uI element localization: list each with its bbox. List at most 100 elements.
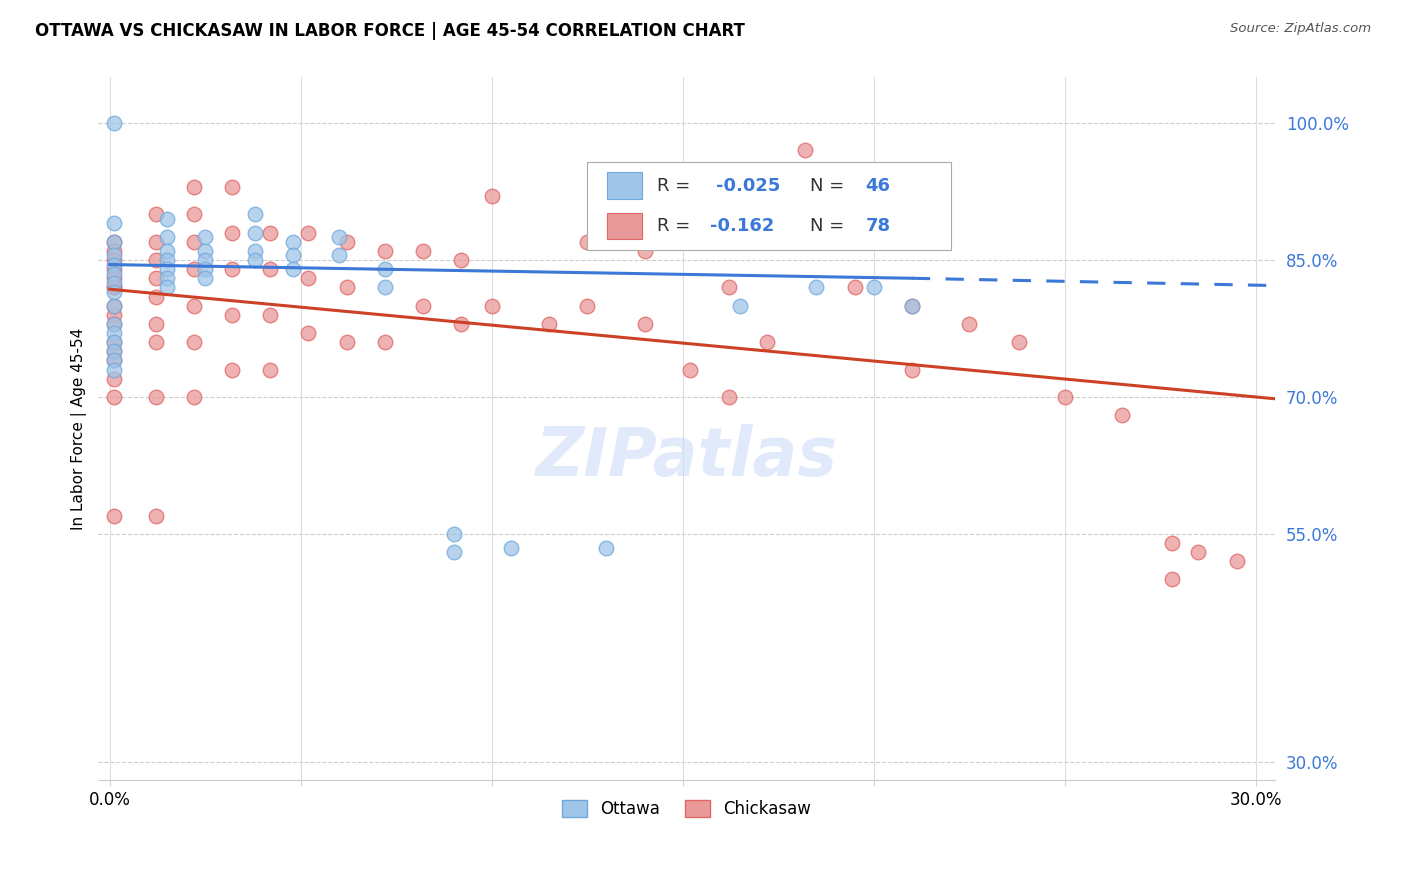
Point (156, 280, 179, 294)
Point (194, 244, 217, 258)
Point (156, 211, 179, 226)
Point (103, 285, 125, 299)
Point (481, 299, 503, 313)
Bar (606, 172, 641, 199)
Point (499, 541, 522, 555)
Bar (606, 212, 641, 239)
Point (103, 267, 125, 281)
Text: N =: N = (810, 177, 851, 194)
Text: -0.025: -0.025 (716, 177, 780, 194)
Point (103, 258, 125, 272)
Point (595, 541, 617, 555)
Point (259, 226, 281, 240)
Point (183, 207, 205, 221)
Point (1053, 390, 1076, 404)
Point (336, 235, 359, 249)
Text: OTTAWA VS CHICKASAW IN LABOR FORCE | AGE 45-54 CORRELATION CHART: OTTAWA VS CHICKASAW IN LABOR FORCE | AGE… (35, 22, 745, 40)
Point (901, 299, 924, 313)
Point (103, 217, 125, 231)
Point (103, 353, 125, 368)
Point (328, 230, 350, 244)
Point (374, 262, 396, 277)
Point (755, 335, 778, 350)
Text: -0.162: -0.162 (710, 217, 775, 235)
Text: 46: 46 (865, 177, 890, 194)
Point (1160, 573, 1182, 587)
Point (145, 335, 167, 350)
Point (281, 235, 304, 249)
Point (576, 235, 599, 249)
Point (103, 308, 125, 322)
Point (336, 280, 359, 294)
Point (183, 235, 205, 249)
Point (103, 280, 125, 294)
Point (103, 235, 125, 249)
Point (221, 180, 243, 194)
Point (103, 235, 125, 249)
Point (156, 252, 179, 267)
Point (412, 299, 434, 313)
Point (103, 317, 125, 331)
Point (221, 308, 243, 322)
Point (728, 299, 751, 313)
Point (243, 244, 266, 258)
Point (103, 372, 125, 386)
Text: Source: ZipAtlas.com: Source: ZipAtlas.com (1230, 22, 1371, 36)
Point (633, 244, 655, 258)
Text: ZIPatlas: ZIPatlas (536, 424, 838, 490)
Point (145, 289, 167, 303)
Point (221, 226, 243, 240)
Point (156, 230, 179, 244)
Point (957, 317, 980, 331)
Point (145, 207, 167, 221)
Point (103, 335, 125, 350)
Point (103, 508, 125, 523)
Point (259, 262, 281, 277)
Point (145, 235, 167, 249)
Point (156, 271, 179, 285)
Point (183, 390, 205, 404)
Point (145, 252, 167, 267)
Point (221, 262, 243, 277)
Point (901, 299, 924, 313)
Point (862, 280, 884, 294)
Point (793, 235, 815, 249)
Point (281, 248, 304, 262)
Point (793, 144, 815, 158)
FancyBboxPatch shape (586, 161, 952, 250)
Point (183, 262, 205, 277)
Point (183, 180, 205, 194)
Point (374, 280, 396, 294)
Point (281, 262, 304, 277)
Point (183, 335, 205, 350)
Point (145, 508, 167, 523)
Point (194, 252, 217, 267)
Point (450, 317, 472, 331)
Point (679, 362, 702, 376)
Point (328, 248, 350, 262)
Point (156, 262, 179, 277)
Point (103, 353, 125, 368)
Point (1111, 408, 1133, 422)
Point (243, 226, 266, 240)
Point (297, 326, 319, 340)
Point (103, 344, 125, 359)
Text: R =: R = (657, 217, 696, 235)
Point (103, 299, 125, 313)
Point (103, 390, 125, 404)
Point (145, 271, 167, 285)
Point (443, 545, 465, 559)
Point (103, 344, 125, 359)
Point (1225, 554, 1247, 568)
Point (806, 280, 828, 294)
Point (103, 335, 125, 350)
Point (243, 207, 266, 221)
Point (297, 271, 319, 285)
Text: N =: N = (810, 217, 851, 235)
Point (412, 244, 434, 258)
Point (1008, 335, 1031, 350)
Point (1187, 545, 1209, 559)
Point (103, 326, 125, 340)
Point (221, 362, 243, 376)
Point (103, 262, 125, 277)
